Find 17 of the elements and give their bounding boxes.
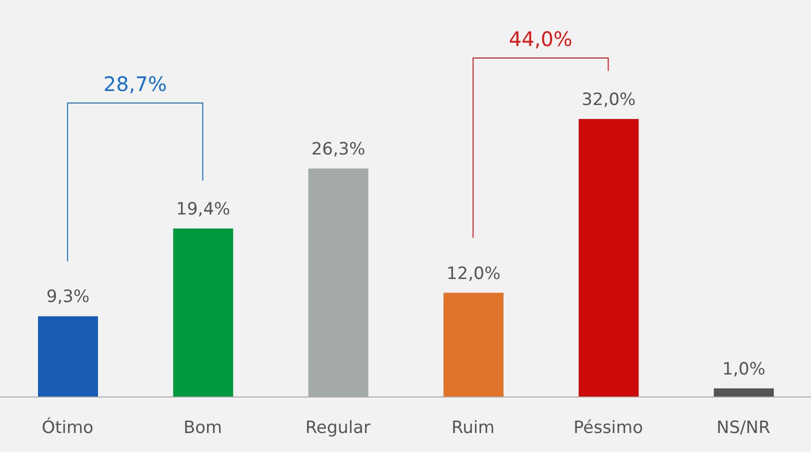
data-label: 12,0%	[446, 264, 501, 284]
bar	[578, 119, 639, 397]
bar	[714, 388, 774, 397]
data-label: 19,4%	[176, 199, 230, 220]
data-label: 9,3%	[46, 287, 90, 308]
x-tick-label: Bom	[183, 418, 222, 438]
x-tick-label: NS/NR	[716, 418, 770, 438]
x-tick-label: Ótimo	[42, 417, 94, 438]
data-label: 26,3%	[311, 140, 366, 160]
data-label: 32,0%	[582, 90, 636, 110]
x-tick-label: Péssimo	[573, 418, 644, 438]
bar	[173, 228, 234, 397]
bar	[38, 316, 98, 397]
data-label: 1,0%	[722, 359, 766, 380]
bar	[444, 292, 504, 397]
x-tick-label: Ruim	[452, 418, 495, 438]
x-tick-label: Regular	[305, 418, 371, 438]
